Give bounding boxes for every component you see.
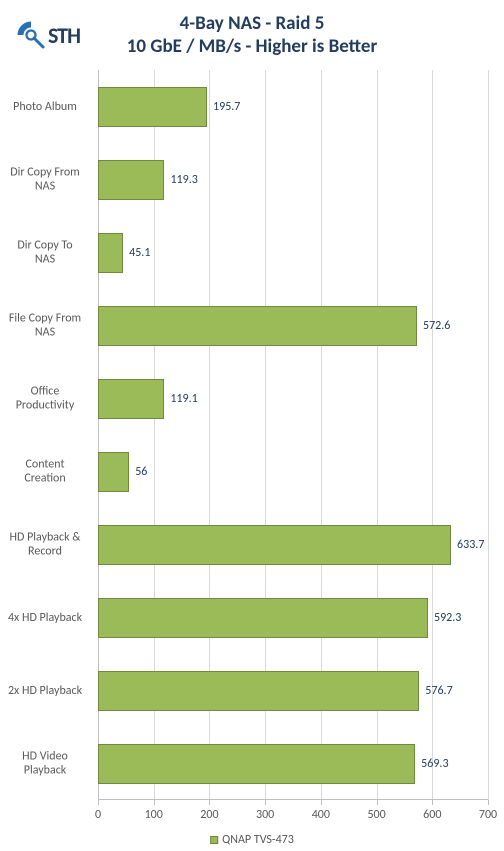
title-line-2: 10 GbE / MB/s - Higher is Better xyxy=(12,35,492,58)
bar xyxy=(98,671,419,711)
bar-row: 576.72x HD Playback xyxy=(98,671,488,711)
x-tick-label: 600 xyxy=(423,808,441,822)
x-tick-mark xyxy=(377,800,378,805)
chart-container: STH 4-Bay NAS - Raid 5 10 GbE / MB/s - H… xyxy=(0,0,504,851)
category-label: Photo Album xyxy=(0,99,90,113)
bar-value-label: 119.1 xyxy=(170,392,197,406)
x-tick-mark xyxy=(432,800,433,805)
x-tick-mark xyxy=(265,800,266,805)
bar xyxy=(98,160,164,200)
bars-area: 195.7Photo Album 119.3Dir Copy FromNAS 45.… xyxy=(98,70,488,800)
bar-row: 119.3Dir Copy FromNAS xyxy=(98,160,488,200)
bar-row: 119.1OfficeProductivity xyxy=(98,379,488,419)
category-label: Dir Copy FromNAS xyxy=(0,165,90,194)
bar-value-label: 45.1 xyxy=(129,246,150,260)
legend-label: QNAP TVS-473 xyxy=(222,833,294,847)
bar xyxy=(98,452,129,492)
category-label: HD VideoPlayback xyxy=(0,749,90,778)
x-tick-label: 400 xyxy=(312,808,330,822)
bar-value-label: 572.6 xyxy=(423,319,450,333)
x-tick-label: 200 xyxy=(200,808,218,822)
logo-icon xyxy=(16,20,46,50)
bar-row: 633.7HD Playback &Record xyxy=(98,525,488,565)
bar-value-label: 569.3 xyxy=(421,757,448,771)
bar-value-label: 633.7 xyxy=(457,538,484,552)
x-tick-label: 300 xyxy=(256,808,274,822)
bar-row: 572.6File Copy FromNAS xyxy=(98,306,488,346)
legend-marker xyxy=(210,836,218,844)
category-label: OfficeProductivity xyxy=(0,384,90,413)
category-label: 2x HD Playback xyxy=(0,683,90,697)
bar-row: 569.3HD VideoPlayback xyxy=(98,744,488,784)
x-tick-mark xyxy=(488,800,489,805)
category-label: File Copy FromNAS xyxy=(0,311,90,340)
x-tick-mark xyxy=(321,800,322,805)
bar xyxy=(98,744,415,784)
bar xyxy=(98,306,417,346)
gridline xyxy=(488,70,489,800)
bar xyxy=(98,598,428,638)
title-line-1: 4-Bay NAS - Raid 5 xyxy=(12,12,492,35)
chart-title: 4-Bay NAS - Raid 5 10 GbE / MB/s - Highe… xyxy=(12,12,492,58)
sth-logo: STH xyxy=(16,20,80,50)
logo-text: STH xyxy=(48,22,80,49)
x-tick-label: 500 xyxy=(367,808,385,822)
legend: QNAP TVS-473 xyxy=(210,833,294,847)
x-tick-label: 0 xyxy=(95,808,101,822)
category-label: Dir Copy ToNAS xyxy=(0,238,90,267)
bar xyxy=(98,525,451,565)
bar-value-label: 56 xyxy=(135,465,147,479)
plot-area: 195.7Photo Album 119.3Dir Copy FromNAS 45.… xyxy=(98,70,488,800)
bar-row: 195.7Photo Album xyxy=(98,87,488,127)
bar-value-label: 576.7 xyxy=(425,684,452,698)
x-tick-label: 100 xyxy=(145,808,163,822)
category-label: HD Playback &Record xyxy=(0,530,90,559)
x-tick-mark xyxy=(154,800,155,805)
category-label: ContentCreation xyxy=(0,457,90,486)
bar xyxy=(98,379,164,419)
bar-value-label: 592.3 xyxy=(434,611,461,625)
bar-row: 45.1Dir Copy ToNAS xyxy=(98,233,488,273)
bar-value-label: 195.7 xyxy=(213,100,240,114)
bar xyxy=(98,233,123,273)
x-tick-mark xyxy=(98,800,99,805)
bar xyxy=(98,87,207,127)
bar-row: 56ContentCreation xyxy=(98,452,488,492)
x-tick-label: 700 xyxy=(479,808,497,822)
bar-value-label: 119.3 xyxy=(170,173,197,187)
bar-row: 592.34x HD Playback xyxy=(98,598,488,638)
category-label: 4x HD Playback xyxy=(0,610,90,624)
x-tick-mark xyxy=(209,800,210,805)
